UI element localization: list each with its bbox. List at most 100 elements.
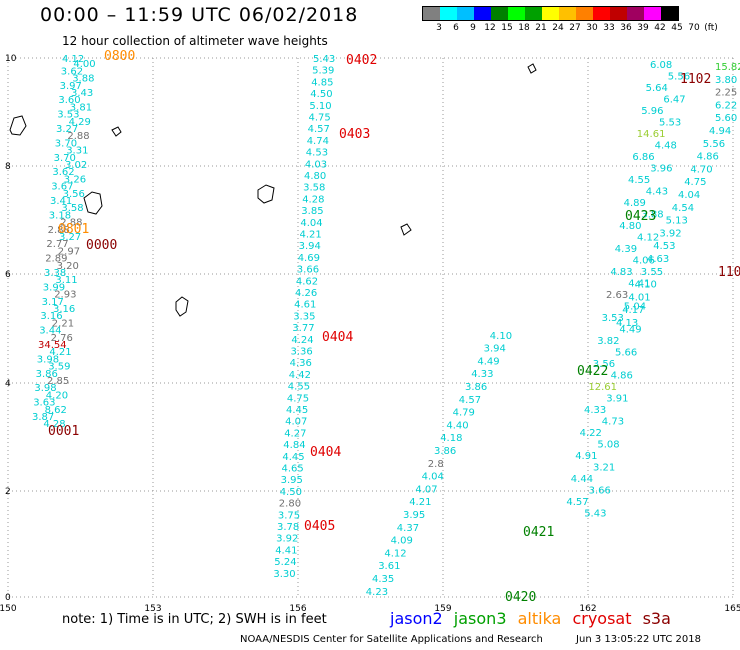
swh-value: 4.69 bbox=[298, 253, 320, 264]
legend-swatch bbox=[457, 7, 474, 20]
swh-value: 3.80 bbox=[715, 75, 737, 86]
swh-value: 4.27 bbox=[284, 428, 306, 439]
swh-value: 3.82 bbox=[597, 336, 619, 347]
swh-value: 4.13 bbox=[616, 318, 638, 329]
swh-value: 4.37 bbox=[397, 523, 419, 534]
swh-value: 5.24 bbox=[274, 557, 296, 568]
legend-label: 33 bbox=[603, 23, 615, 33]
swh-value: 3.58 bbox=[61, 203, 83, 214]
swh-value: 3.75 bbox=[278, 510, 300, 521]
swh-value: 3.53 bbox=[57, 110, 79, 121]
swh-value: 3.97 bbox=[60, 81, 82, 92]
swh-value: 4.57 bbox=[308, 124, 330, 135]
track-time-label: 0800 bbox=[104, 49, 135, 64]
island-outline bbox=[527, 63, 537, 74]
swh-value: 2.88 bbox=[60, 218, 82, 229]
swh-value: 4.50 bbox=[310, 89, 332, 100]
swh-value: 3.98 bbox=[34, 383, 56, 394]
swh-value: 4.89 bbox=[624, 198, 646, 209]
swh-value: 3.11 bbox=[55, 275, 77, 286]
swh-value: 4.21 bbox=[409, 497, 431, 508]
y-tick-label: 8 bbox=[5, 162, 11, 172]
track-time-label: 0420 bbox=[505, 590, 536, 605]
track-time-label: 0421 bbox=[523, 525, 554, 540]
track-time-label: 0001 bbox=[48, 424, 79, 439]
swh-value: 3.92 bbox=[659, 228, 681, 239]
legend-label: 27 bbox=[569, 23, 581, 33]
legend-label: 12 bbox=[484, 23, 496, 33]
swh-value: 2.77 bbox=[46, 239, 68, 250]
satellite-jason2: jason2 bbox=[390, 609, 443, 628]
y-tick-label: 4 bbox=[5, 379, 11, 389]
swh-value: 4.04 bbox=[422, 472, 444, 483]
swh-value: 3.26 bbox=[64, 174, 86, 185]
color-legend: 3 6 9 12 15 18 21 24 27 30 33 36 39 42 45 70 (ft) bbox=[422, 6, 718, 35]
track-time-label: 0404 bbox=[322, 330, 353, 345]
swh-value: 5.96 bbox=[641, 106, 663, 117]
track-time-label: 0405 bbox=[304, 519, 335, 534]
satellite-altika: altika bbox=[517, 609, 562, 628]
swh-value: 3.61 bbox=[378, 561, 400, 572]
map-title: 00:00 – 11:59 UTC 06/02/2018 bbox=[40, 4, 359, 26]
swh-value: 5.43 bbox=[313, 54, 335, 65]
swh-value: 3.81 bbox=[70, 102, 92, 113]
y-tick-label: 0 bbox=[5, 593, 11, 603]
legend-swatch bbox=[440, 7, 457, 20]
swh-value: 5.10 bbox=[309, 101, 331, 112]
swh-value: 3.77 bbox=[292, 323, 314, 334]
y-tick-label: 10 bbox=[5, 54, 17, 64]
swh-value: 5.60 bbox=[715, 113, 737, 124]
swh-value: 5.43 bbox=[584, 509, 606, 520]
track-time-label: 1102 bbox=[680, 72, 711, 87]
swh-value: 3.38 bbox=[44, 268, 66, 279]
legend-labels: 3 6 9 12 15 18 21 24 27 30 33 36 39 42 45 70 (ft) bbox=[422, 21, 718, 35]
swh-value: 4.23 bbox=[366, 587, 388, 598]
swh-value: 3.59 bbox=[48, 362, 70, 373]
swh-value: 12.61 bbox=[588, 382, 617, 393]
swh-value: 6.08 bbox=[650, 60, 672, 71]
swh-value: 3.36 bbox=[291, 347, 313, 358]
track-time-label: 0801 bbox=[58, 222, 89, 237]
x-tick-label: 165 bbox=[724, 604, 740, 614]
swh-value: 4.50 bbox=[280, 487, 302, 498]
swh-value: 5.66 bbox=[615, 348, 637, 359]
x-tick-label: 156 bbox=[289, 604, 306, 614]
island-outline bbox=[400, 223, 412, 236]
track-time-label: 0404 bbox=[310, 445, 341, 460]
swh-value: 4.74 bbox=[307, 136, 329, 147]
swh-value: 4.10 bbox=[635, 280, 657, 291]
y-tick-label: 2 bbox=[5, 487, 11, 497]
swh-value: 3.17 bbox=[42, 297, 64, 308]
legend-swatch bbox=[508, 7, 525, 20]
swh-value: 3.66 bbox=[297, 265, 319, 276]
swh-value: 4.75 bbox=[684, 177, 706, 188]
swh-value: 14.61 bbox=[637, 129, 666, 140]
swh-value: 3.94 bbox=[484, 344, 506, 355]
swh-value: 4.07 bbox=[285, 417, 307, 428]
swh-value: 4.79 bbox=[453, 408, 475, 419]
legend-swatch bbox=[644, 7, 661, 20]
swh-value: 5.64 bbox=[646, 83, 668, 94]
track-time-label: 0000 bbox=[86, 238, 117, 253]
swh-value: 4.54 bbox=[672, 203, 694, 214]
legend-label: 15 bbox=[501, 23, 513, 33]
swh-value: 4.42 bbox=[289, 370, 311, 381]
island-outline bbox=[175, 296, 189, 317]
swh-value: 3.66 bbox=[589, 486, 611, 497]
legend-label: 30 bbox=[586, 23, 598, 33]
swh-value: 4.24 bbox=[291, 335, 313, 346]
swh-value: 4.91 bbox=[575, 451, 597, 462]
swh-value: 4.44 bbox=[571, 474, 593, 485]
swh-value: 2.88 bbox=[48, 225, 70, 236]
map-grid bbox=[7, 57, 734, 598]
legend-label: 21 bbox=[535, 23, 547, 33]
map-subtitle: 12 hour collection of altimeter wave hei… bbox=[62, 34, 328, 48]
swh-value: 4.04 bbox=[300, 218, 322, 229]
swh-value: 4.10 bbox=[490, 331, 512, 342]
swh-value: 3.62 bbox=[52, 167, 74, 178]
swh-value: 4.12 bbox=[637, 233, 659, 244]
satellite-s3a: s3a bbox=[642, 609, 671, 628]
swh-value: 3.16 bbox=[40, 311, 62, 322]
satellite-jason3: jason3 bbox=[453, 609, 507, 628]
legend-swatch bbox=[627, 7, 644, 20]
